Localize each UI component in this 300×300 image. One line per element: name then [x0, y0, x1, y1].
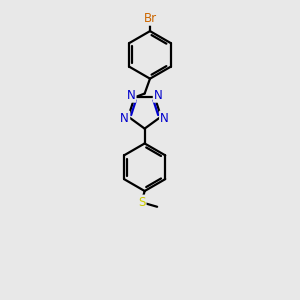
Text: N: N [154, 88, 163, 101]
Text: Br: Br [143, 11, 157, 25]
Text: N: N [160, 112, 169, 125]
Text: N: N [127, 88, 135, 101]
Text: N: N [120, 112, 129, 125]
Text: S: S [138, 196, 146, 209]
